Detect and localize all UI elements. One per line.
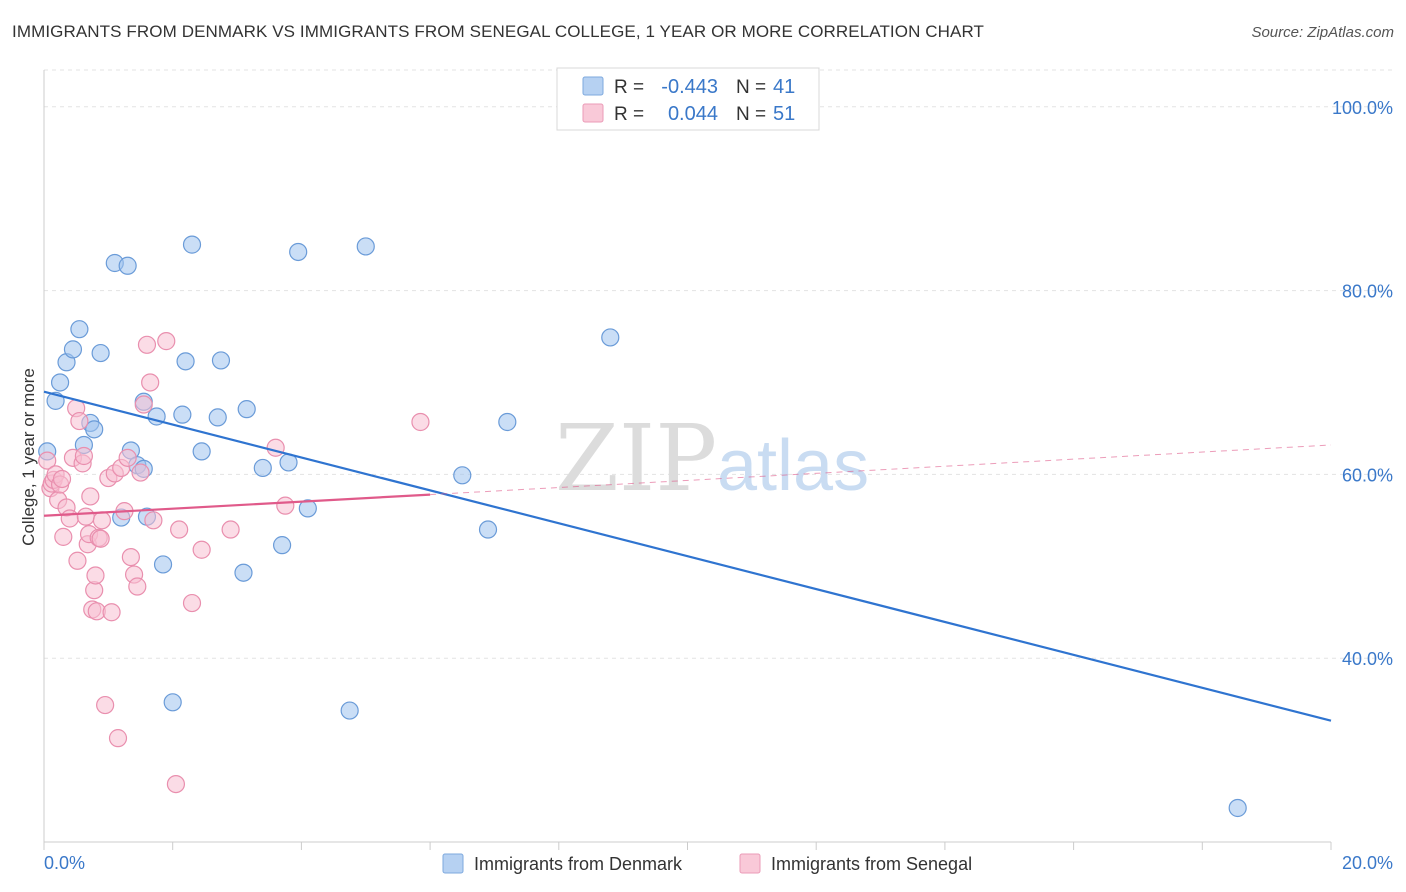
y-tick-label-100: 100.0%: [1332, 98, 1393, 118]
point-denmark-39: [1228, 798, 1247, 818]
stats-n-label-denmark: N =: [736, 77, 766, 98]
point-denmark-8: [85, 420, 104, 439]
point-denmark-33: [340, 701, 359, 720]
point-senegal-51: [276, 496, 295, 515]
point-senegal-52: [411, 412, 430, 432]
source-credit: Source: ZipAtlas.com: [1251, 24, 1394, 41]
point-denmark-9: [91, 343, 110, 363]
point-denmark-22: [182, 235, 202, 254]
stats-n-label-senegal: N =: [736, 104, 766, 125]
point-denmark-34: [356, 237, 375, 256]
trendline-extension-senegal: [430, 444, 1332, 496]
stats-legend: R = -0.443 N = 41 R = 0.044 N = 51: [556, 67, 820, 131]
point-denmark-30: [272, 536, 292, 555]
watermark-zip: ZIP: [555, 405, 717, 512]
y-tick-label-80: 80.0%: [1342, 282, 1393, 302]
point-denmark-11: [118, 256, 137, 275]
point-senegal-47: [182, 593, 202, 613]
stats-swatch-denmark: [582, 76, 604, 96]
x-axis-ticks: [43, 842, 1332, 850]
y-tick-label-60: 60.0%: [1342, 465, 1393, 485]
stats-n-value-denmark: 41: [773, 76, 795, 98]
point-denmark-24: [208, 408, 227, 427]
series-denmark-points: [38, 235, 1247, 818]
point-denmark-32: [298, 499, 317, 518]
point-denmark-38: [601, 328, 620, 347]
point-denmark-27: [237, 400, 256, 419]
point-denmark-25: [211, 351, 231, 370]
point-senegal-23: [86, 566, 105, 585]
chart-title: IMMIGRANTS FROM DENMARK VS IMMIGRANTS FR…: [12, 22, 985, 41]
point-senegal-28: [96, 695, 115, 715]
trendlines: [43, 390, 1332, 722]
point-senegal-17: [76, 507, 95, 526]
point-denmark-20: [173, 405, 192, 424]
stats-r-label-denmark: R =: [614, 77, 644, 98]
point-senegal-20: [81, 487, 100, 506]
stats-r-value-denmark: -0.443: [661, 76, 718, 98]
trendline-denmark: [43, 390, 1332, 722]
point-denmark-23: [192, 442, 211, 461]
point-denmark-2: [50, 373, 70, 392]
stats-n-value-senegal: 51: [773, 103, 795, 125]
point-senegal-0: [38, 451, 57, 470]
point-senegal-40: [134, 395, 153, 414]
point-senegal-44: [157, 332, 176, 351]
series-senegal-points: [38, 332, 430, 794]
watermark: ZIP atlas: [555, 405, 869, 512]
point-denmark-31: [289, 242, 308, 262]
series-legend: Immigrants from Denmark Immigrants from …: [442, 853, 972, 874]
stats-swatch-senegal: [582, 103, 604, 123]
point-senegal-7: [52, 469, 72, 489]
legend-label-senegal: Immigrants from Senegal: [771, 854, 972, 874]
point-senegal-8: [54, 527, 73, 546]
point-denmark-26: [234, 563, 253, 582]
point-senegal-36: [121, 547, 140, 567]
point-denmark-28: [253, 458, 272, 478]
trendline-senegal: [43, 493, 431, 517]
point-senegal-30: [102, 603, 121, 622]
point-denmark-36: [478, 520, 498, 539]
point-senegal-50: [266, 438, 285, 457]
y-axis-tick-labels: 40.0% 60.0% 80.0% 100.0%: [1332, 98, 1393, 669]
x-tick-label-min: 0.0%: [44, 853, 85, 873]
point-senegal-32: [108, 729, 128, 748]
point-senegal-14: [70, 411, 89, 431]
x-tick-label-max: 20.0%: [1342, 853, 1393, 873]
point-denmark-19: [163, 693, 182, 712]
point-senegal-49: [221, 520, 240, 539]
legend-swatch-senegal: [739, 853, 761, 874]
point-senegal-27: [92, 511, 112, 530]
watermark-atlas: atlas: [717, 426, 869, 506]
point-senegal-43: [144, 511, 163, 530]
point-senegal-42: [141, 373, 160, 392]
point-senegal-48: [192, 540, 211, 559]
point-senegal-46: [166, 774, 186, 794]
point-senegal-13: [68, 551, 87, 570]
point-denmark-37: [498, 412, 517, 432]
legend-label-denmark: Immigrants from Denmark: [474, 854, 683, 874]
point-denmark-35: [453, 466, 472, 485]
point-senegal-45: [170, 520, 189, 539]
point-senegal-10: [60, 509, 79, 528]
y-tick-label-40: 40.0%: [1342, 649, 1393, 669]
point-denmark-21: [176, 352, 195, 371]
point-senegal-16: [74, 446, 93, 466]
point-senegal-39: [131, 463, 150, 482]
legend-swatch-denmark: [442, 853, 464, 874]
point-senegal-35: [118, 448, 137, 467]
y-axis-label: College, 1 year or more: [19, 368, 38, 546]
point-denmark-5: [70, 320, 89, 339]
point-senegal-38: [128, 577, 147, 596]
point-senegal-41: [137, 335, 157, 354]
stats-r-value-senegal: 0.044: [668, 103, 718, 125]
point-denmark-18: [153, 555, 173, 574]
point-senegal-26: [91, 529, 110, 548]
point-denmark-4: [63, 340, 83, 359]
stats-r-label-senegal: R =: [614, 104, 644, 125]
